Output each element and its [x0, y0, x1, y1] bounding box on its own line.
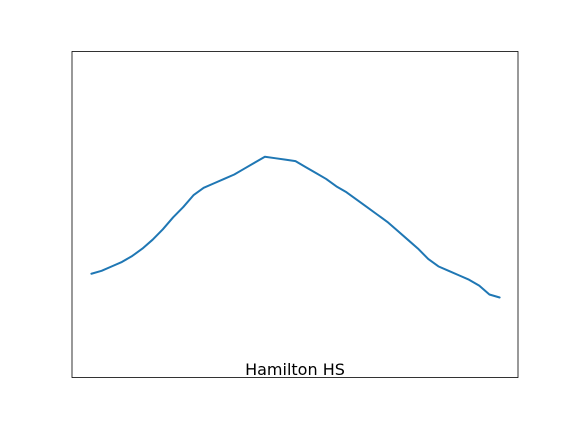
chart-title: Hamilton HS — [245, 360, 345, 379]
series-line — [90, 155, 501, 299]
axes-frame — [71, 51, 519, 378]
plot-area — [71, 51, 519, 378]
